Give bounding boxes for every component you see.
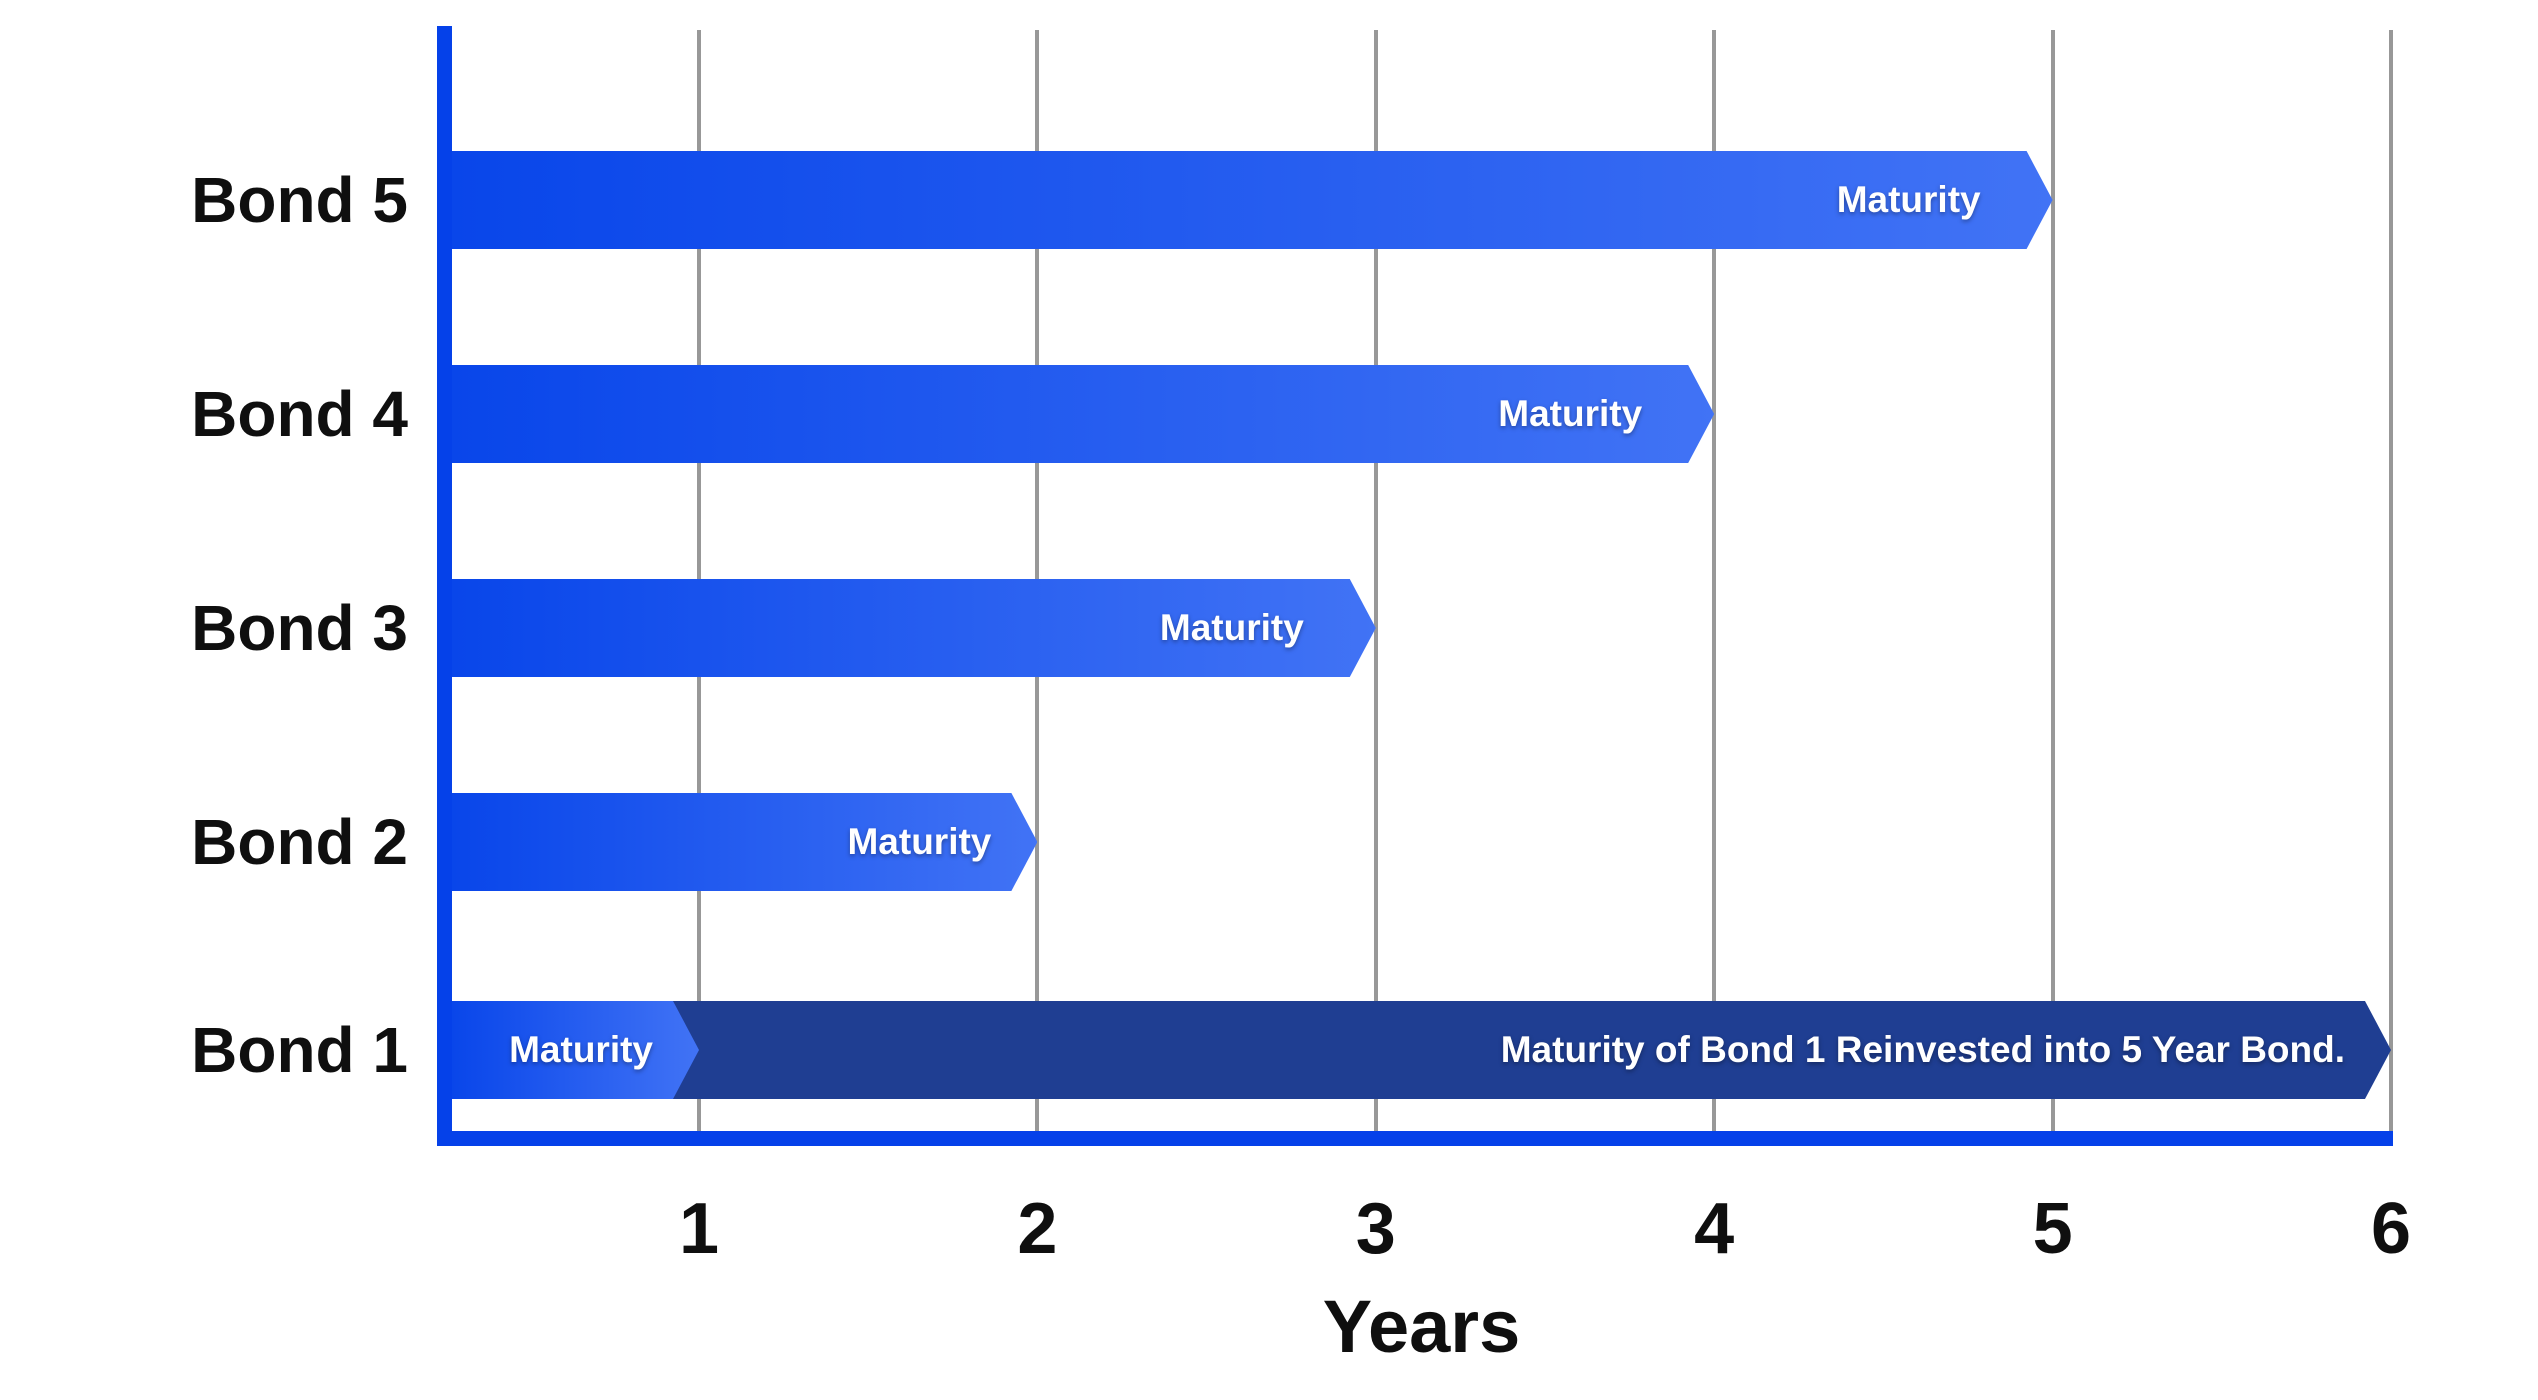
category-label-bond-2: Bond 2	[191, 806, 408, 878]
bar-segment-bond-1: Maturity	[452, 1001, 699, 1099]
bar-segment-bond-4: Maturity	[452, 365, 1714, 463]
gridline	[2389, 30, 2393, 1131]
gridline	[1712, 30, 1717, 1131]
x-tick-label: 2	[1017, 1189, 1058, 1269]
y-axis-line	[437, 26, 452, 1146]
bar-segment-bond-2: Maturity	[452, 793, 1037, 891]
category-label-bond-4: Bond 4	[191, 378, 408, 450]
bar-label: Maturity	[1498, 393, 1643, 434]
bar-label: Maturity	[1159, 607, 1304, 648]
category-label-bond-5: Bond 5	[191, 164, 408, 236]
x-axis-title: Years	[1322, 1285, 1521, 1368]
x-tick-label: 3	[1355, 1189, 1396, 1269]
category-label-bond-3: Bond 3	[191, 592, 408, 664]
bar-label: Maturity	[1836, 179, 1981, 220]
category-label-bond-1: Bond 1	[191, 1014, 408, 1086]
bar-segment-bond-3: Maturity	[452, 579, 1376, 677]
bar-label: Maturity of Bond 1 Reinvested into 5 Yea…	[1500, 1029, 2345, 1070]
gridline	[1373, 30, 1378, 1131]
x-tick-label: 1	[678, 1189, 720, 1269]
bar-label: Maturity	[847, 821, 992, 862]
bar-segment-bond-5: Maturity	[452, 151, 2053, 249]
x-tick-label: 5	[2032, 1189, 2073, 1269]
x-axis-line	[437, 1131, 2393, 1146]
bar-segment-bond-1: Maturity of Bond 1 Reinvested into 5 Yea…	[673, 1001, 2391, 1099]
gridline	[2050, 30, 2055, 1131]
bar-label: Maturity	[509, 1029, 653, 1070]
x-tick-label: 4	[1694, 1189, 1735, 1269]
x-tick-label: 6	[2370, 1189, 2412, 1269]
